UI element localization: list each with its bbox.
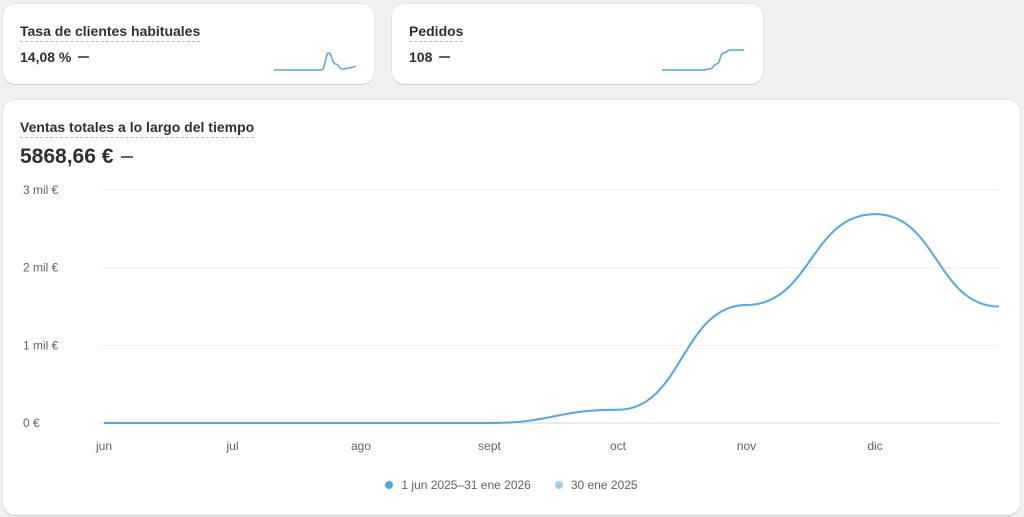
sales-line-chart: 0 € 1 mil € 2 mil € 3 mil € jun jul ago sept oct… [23, 183, 1000, 453]
repeat-customers-value: 14,08 % [20, 49, 90, 65]
y-tick-label: 2 mil € [23, 261, 59, 275]
total-sales-value-text: 5868,66 € [20, 145, 114, 168]
orders-sparkline [662, 49, 744, 71]
x-tick-label: jul [225, 439, 238, 453]
total-sales-card: 0 € 1 mil € 2 mil € 3 mil € jun jul ago sept oct… [3, 100, 1020, 515]
repeat-customers-sparkline-line [274, 52, 357, 71]
x-tick-label: jun [95, 439, 112, 453]
legend-label-current: 1 jun 2025–31 ene 2026 [401, 478, 531, 492]
total-sales-value: 5868,66 € [20, 145, 134, 169]
no-change-dash-icon [78, 56, 90, 58]
x-tick-label: ago [351, 439, 371, 453]
legend-dot-icon [554, 481, 563, 489]
repeat-customers-value-text: 14,08 % [20, 49, 72, 65]
y-tick-label: 3 mil € [23, 183, 59, 197]
repeat-customers-title[interactable]: Tasa de clientes habituales [20, 23, 201, 42]
series-line [104, 213, 1000, 425]
x-tick-label: sept [478, 439, 501, 453]
repeat-customers-card[interactable]: Tasa de clientes habituales 14,08 % [3, 4, 374, 84]
repeat-customers-sparkline [274, 52, 357, 71]
legend-label-comparison: 30 ene 2025 [570, 478, 638, 492]
total-sales-title[interactable]: Ventas totales a lo largo del tiempo [20, 119, 255, 138]
legend-dot-icon [385, 481, 394, 489]
y-tick-label: 0 € [23, 416, 40, 430]
x-tick-label: nov [737, 439, 756, 453]
no-change-dash-icon [439, 56, 451, 58]
x-tick-label: oct [610, 439, 627, 453]
legend-item-current-period[interactable]: 1 jun 2025–31 ene 2026 [385, 478, 531, 492]
no-change-dash-icon [121, 156, 134, 158]
orders-card[interactable]: Pedidos 108 [392, 4, 763, 84]
legend-item-comparison-period[interactable]: 30 ene 2025 [554, 478, 638, 492]
orders-value-text: 108 [409, 49, 433, 65]
x-tick-label: dic [867, 439, 882, 453]
orders-value: 108 [409, 49, 451, 65]
y-tick-label: 1 mil € [23, 338, 59, 352]
orders-title[interactable]: Pedidos [409, 23, 464, 42]
orders-sparkline-line [662, 49, 744, 71]
chart-legend: 1 jun 2025–31 ene 2026 30 ene 2025 [3, 478, 1020, 492]
